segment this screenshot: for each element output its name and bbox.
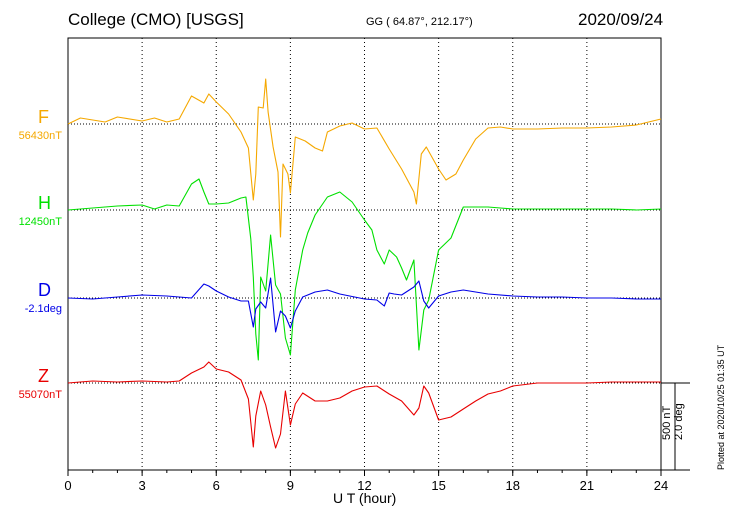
chart-title: College (CMO) [USGS]: [68, 10, 244, 29]
x-tick-label: 24: [654, 478, 668, 493]
trace-h: [67, 178, 662, 361]
x-tick-label: 3: [139, 478, 146, 493]
x-tick-label: 9: [287, 478, 294, 493]
x-tick-label: 12: [357, 478, 371, 493]
chart-date: 2020/09/24: [578, 10, 664, 29]
channel-letter-h: H: [38, 193, 51, 213]
channel-letter-f: F: [38, 107, 49, 127]
channel-baseline-d: -2.1deg: [24, 303, 62, 315]
channel-letter-d: D: [38, 280, 51, 300]
channel-baseline-z: 55070nT: [18, 389, 62, 401]
trace-d: [67, 277, 661, 333]
trace-z: [67, 361, 661, 449]
channel-baseline-h: 12450nT: [18, 216, 62, 228]
scale-bar-text: 2.0 deg: [673, 403, 685, 440]
x-tick-label: 21: [580, 478, 594, 493]
plotted-timestamp: Plotted at 2020/10/25 01:35 UT: [716, 344, 726, 470]
x-axis-label: U T (hour): [333, 490, 397, 506]
station-coordinates: GG ( 64.87°, 212.17°): [366, 16, 473, 28]
x-tick-label: 18: [506, 478, 520, 493]
channel-letter-z: Z: [38, 366, 49, 386]
x-tick-label: 0: [64, 478, 71, 493]
channel-baseline-f: 56430nT: [18, 130, 62, 142]
x-tick-label: 6: [213, 478, 220, 493]
trace-f: [67, 78, 662, 238]
scale-bar-text: 500 nT: [661, 405, 673, 440]
scale-bar-label: 500 nT 2.0 deg: [661, 403, 685, 440]
x-tick-label: 15: [431, 478, 445, 493]
